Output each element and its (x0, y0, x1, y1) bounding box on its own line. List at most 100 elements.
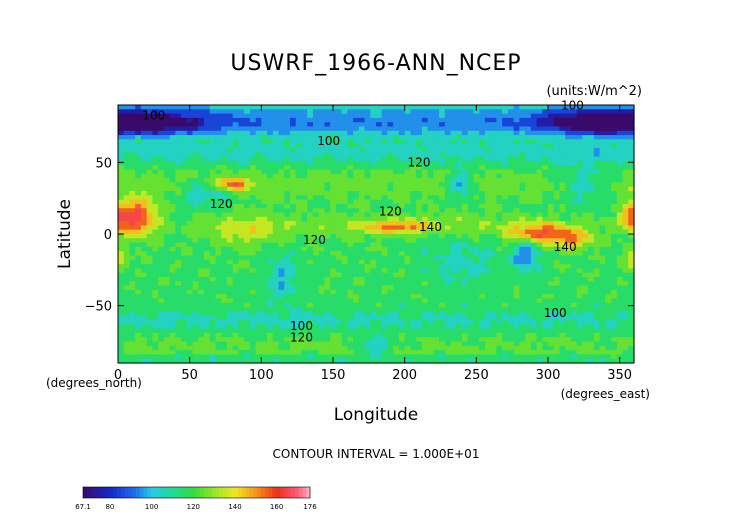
heatmap-cell (284, 259, 291, 265)
heatmap-cell (140, 130, 148, 136)
heatmap-cell (605, 152, 612, 158)
heatmap-cell (163, 285, 171, 291)
heatmap-cell (536, 225, 543, 231)
heatmap-cell (387, 130, 394, 136)
heatmap-cell (542, 203, 549, 209)
heatmap-cell (479, 272, 486, 278)
heatmap-cell (479, 203, 486, 209)
heatmap-cell (272, 234, 280, 239)
heatmap-cell (118, 165, 125, 171)
heatmap-cell (548, 315, 555, 321)
heatmap-cell (393, 173, 400, 179)
heatmap-cell (381, 199, 389, 205)
heatmap-cell (484, 234, 492, 239)
heatmap-cell (226, 302, 234, 308)
heatmap-cell (221, 229, 228, 235)
heatmap-cell (140, 221, 148, 226)
heatmap-cell (238, 135, 245, 140)
heatmap-cell (628, 148, 635, 153)
heatmap-cell (238, 272, 245, 278)
heatmap-cell (152, 143, 159, 149)
heatmap-cell (525, 109, 532, 115)
heatmap-cell (570, 199, 578, 205)
heatmap-cell (267, 148, 274, 153)
heatmap-cell (204, 341, 211, 347)
heatmap-cell (519, 294, 526, 300)
heatmap-cell (410, 126, 417, 132)
heatmap-cell (565, 332, 572, 338)
heatmap-cell (135, 130, 142, 136)
heatmap-cell (427, 320, 434, 325)
heatmap-cell (204, 229, 211, 235)
heatmap-cell (582, 255, 589, 261)
heatmap-cell (502, 324, 509, 330)
heatmap-cell (473, 234, 480, 239)
heatmap-cell (605, 238, 612, 244)
heatmap-cell (261, 234, 268, 239)
heatmap-cell (198, 311, 205, 317)
heatmap-cell (163, 122, 171, 128)
heatmap-cell (490, 289, 497, 295)
heatmap-cell (335, 341, 343, 347)
heatmap-cell (421, 311, 429, 317)
heatmap-cell (502, 221, 509, 226)
heatmap-cell (507, 122, 515, 128)
heatmap-cell (410, 160, 417, 166)
heatmap-cell (175, 285, 182, 291)
heatmap-cell (238, 225, 245, 231)
heatmap-cell (416, 113, 423, 119)
heatmap-cell (353, 246, 360, 252)
heatmap-cell (152, 294, 159, 300)
heatmap-cell (387, 225, 394, 231)
heatmap-cell (335, 307, 343, 312)
heatmap-cell (611, 212, 618, 218)
heatmap-cell (433, 294, 440, 300)
heatmap-cell (588, 173, 595, 179)
heatmap-cell (318, 234, 325, 239)
heatmap-cell (444, 285, 452, 291)
heatmap-cell (576, 255, 583, 261)
heatmap-cell (140, 281, 148, 287)
heatmap-cell (548, 307, 555, 312)
heatmap-cell (181, 117, 188, 123)
heatmap-cell (536, 238, 543, 244)
heatmap-cell (427, 186, 434, 192)
heatmap-cell (267, 182, 274, 188)
heatmap-cell (576, 302, 583, 308)
heatmap-cell (502, 135, 509, 140)
heatmap-cell (272, 315, 280, 321)
heatmap-cell (341, 199, 348, 205)
heatmap-cell (427, 229, 434, 235)
heatmap-cell (611, 105, 618, 110)
heatmap-cell (462, 242, 469, 248)
heatmap-cell (232, 221, 239, 226)
heatmap-cell (175, 277, 182, 282)
heatmap-cell (272, 148, 280, 153)
heatmap-cell (553, 182, 561, 188)
heatmap-cell (433, 135, 440, 140)
heatmap-field (118, 105, 635, 364)
heatmap-cell (536, 143, 543, 149)
heatmap-cell (324, 302, 331, 308)
heatmap-cell (381, 255, 389, 261)
heatmap-cell (456, 191, 463, 196)
heatmap-cell (244, 285, 251, 291)
heatmap-cell (135, 135, 142, 140)
heatmap-cell (376, 105, 383, 110)
heatmap-cell (261, 281, 268, 287)
heatmap-cell (238, 216, 245, 222)
heatmap-cell (599, 139, 606, 145)
heatmap-cell (249, 242, 257, 248)
heatmap-cell (192, 208, 199, 214)
heatmap-cell (324, 139, 331, 145)
heatmap-cell (192, 195, 199, 201)
heatmap-cell (158, 281, 165, 287)
heatmap-cell (473, 221, 480, 226)
heatmap-cell (502, 285, 509, 291)
heatmap-cell (496, 298, 503, 304)
heatmap-cell (364, 165, 371, 171)
heatmap-cell (490, 221, 497, 226)
heatmap-cell (588, 320, 595, 325)
heatmap-cell (381, 130, 389, 136)
heatmap-cell (267, 122, 274, 128)
